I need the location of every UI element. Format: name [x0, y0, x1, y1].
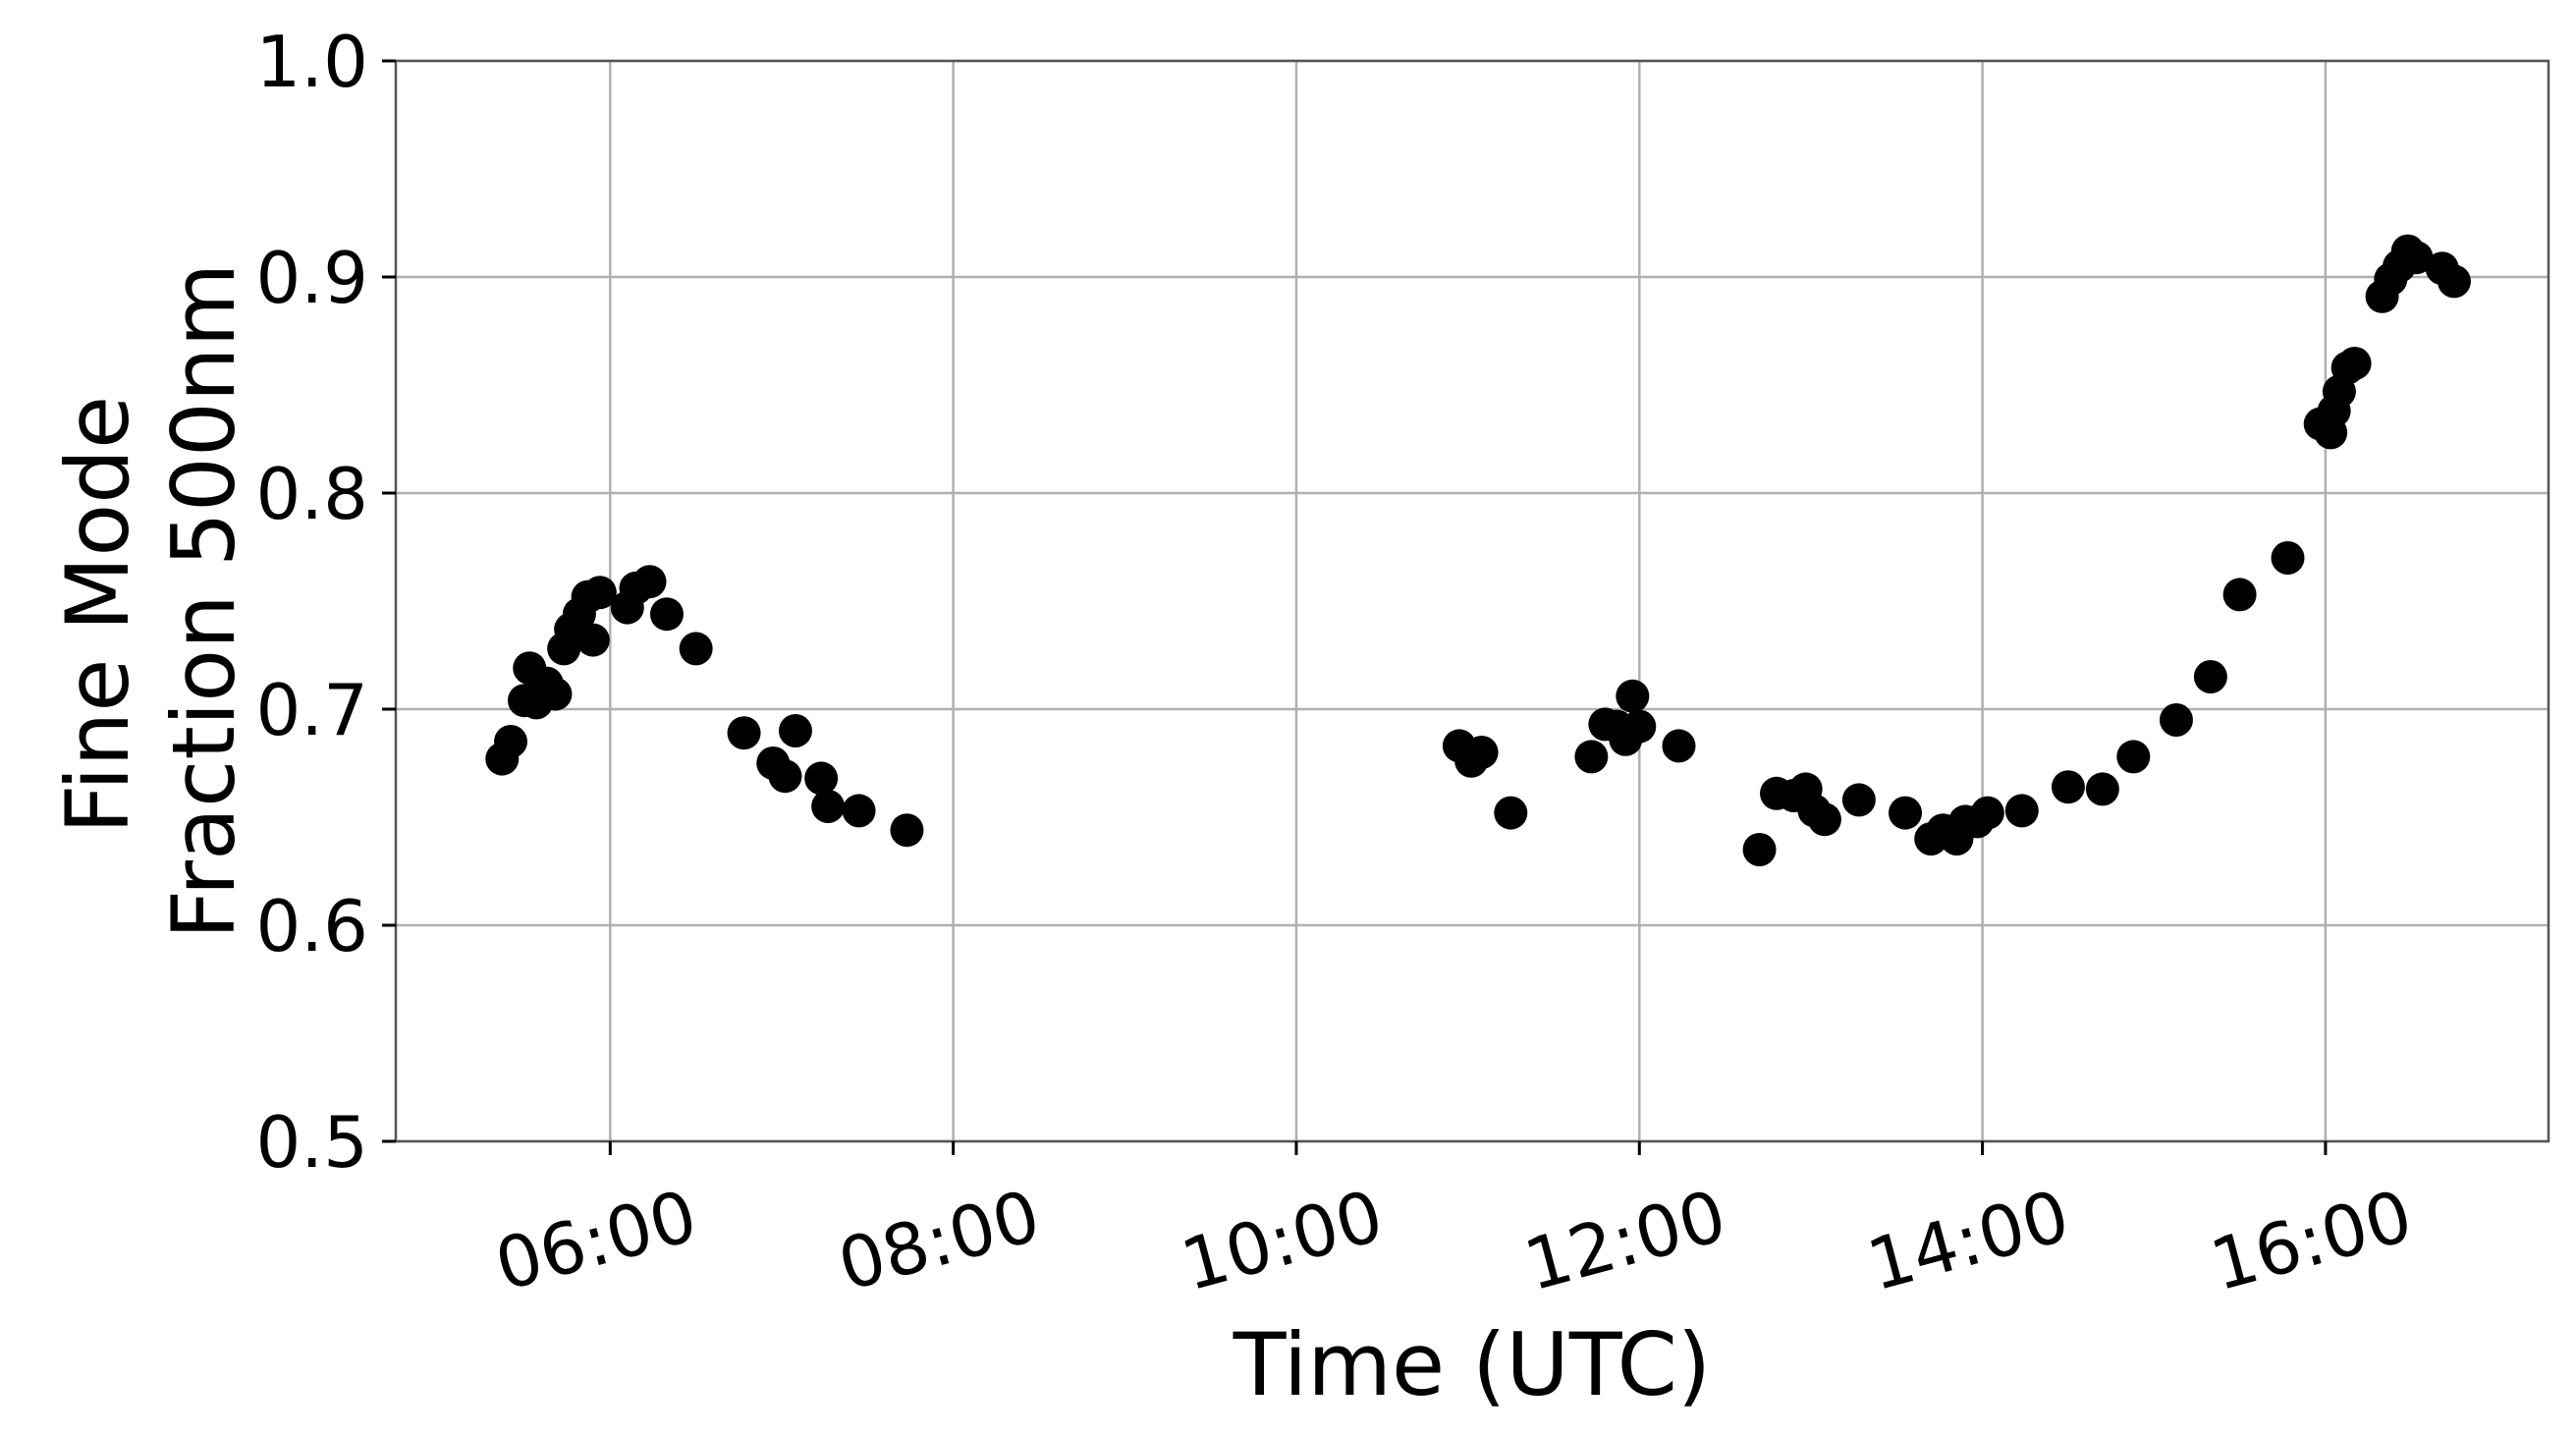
data-point	[632, 565, 667, 599]
y-tick-label: 0.5	[255, 1101, 368, 1184]
data-point	[1807, 802, 1841, 837]
data-point	[2159, 703, 2193, 737]
data-point	[1494, 796, 1528, 830]
x-tick-label: 10:00	[1173, 1174, 1391, 1306]
data-point	[2085, 772, 2119, 806]
data-point	[2437, 264, 2471, 299]
data-point	[538, 677, 573, 711]
data-point	[1616, 679, 1650, 713]
y-axis-title-line-2: Fraction 500nm	[153, 263, 254, 940]
y-tick-label: 0.7	[255, 669, 368, 751]
x-tick-label: 12:00	[1516, 1174, 1734, 1306]
data-point	[1662, 729, 1696, 763]
data-point	[1841, 783, 1876, 817]
x-tick-label: 06:00	[487, 1174, 705, 1306]
y-axis-title-line-1: Fine Mode	[47, 396, 148, 834]
data-point	[582, 576, 617, 610]
x-axis-title: Time (UTC)	[1233, 1314, 1711, 1415]
data-point	[2116, 740, 2151, 774]
data-point	[2004, 794, 2039, 828]
x-tick-label: 14:00	[1859, 1174, 2077, 1306]
data-point	[2222, 578, 2257, 612]
data-point	[2193, 660, 2227, 693]
data-point	[2337, 347, 2372, 380]
data-point	[1742, 833, 1777, 866]
data-point	[811, 790, 846, 823]
y-tick-label: 0.9	[255, 237, 368, 319]
data-point	[1622, 709, 1657, 744]
x-tick-label: 16:00	[2202, 1174, 2420, 1306]
data-point	[2399, 241, 2434, 275]
data-point	[842, 794, 876, 828]
data-point	[768, 759, 802, 794]
data-point	[2051, 770, 2085, 804]
data-points	[485, 234, 2471, 866]
data-point	[649, 597, 684, 632]
data-point	[804, 761, 839, 796]
y-tick-label: 1.0	[255, 21, 368, 103]
data-point	[890, 813, 924, 848]
data-point	[679, 632, 713, 666]
x-gridlines	[609, 61, 2328, 1141]
data-point	[1464, 736, 1499, 769]
y-tick-label: 0.8	[255, 453, 368, 535]
plot-frame	[394, 59, 2550, 1143]
data-point	[1889, 796, 1923, 830]
data-point	[1970, 796, 2004, 830]
data-point	[1574, 740, 1609, 774]
y-axis-title: Fine Mode Fraction 500nm	[47, 263, 254, 940]
data-point	[778, 714, 812, 747]
y-tick-label: 0.6	[255, 885, 368, 967]
y-axis-ticks: 0.5 0.6 0.7 0.8 0.9 1.0	[255, 21, 396, 1184]
data-point	[575, 623, 610, 657]
data-point	[2271, 541, 2305, 575]
data-point	[494, 725, 528, 758]
x-tick-label: 08:00	[830, 1174, 1048, 1306]
x-axis-ticks: 06:00 08:00 10:00 12:00 14:00 16:00	[487, 1141, 2421, 1306]
data-point	[727, 716, 761, 750]
